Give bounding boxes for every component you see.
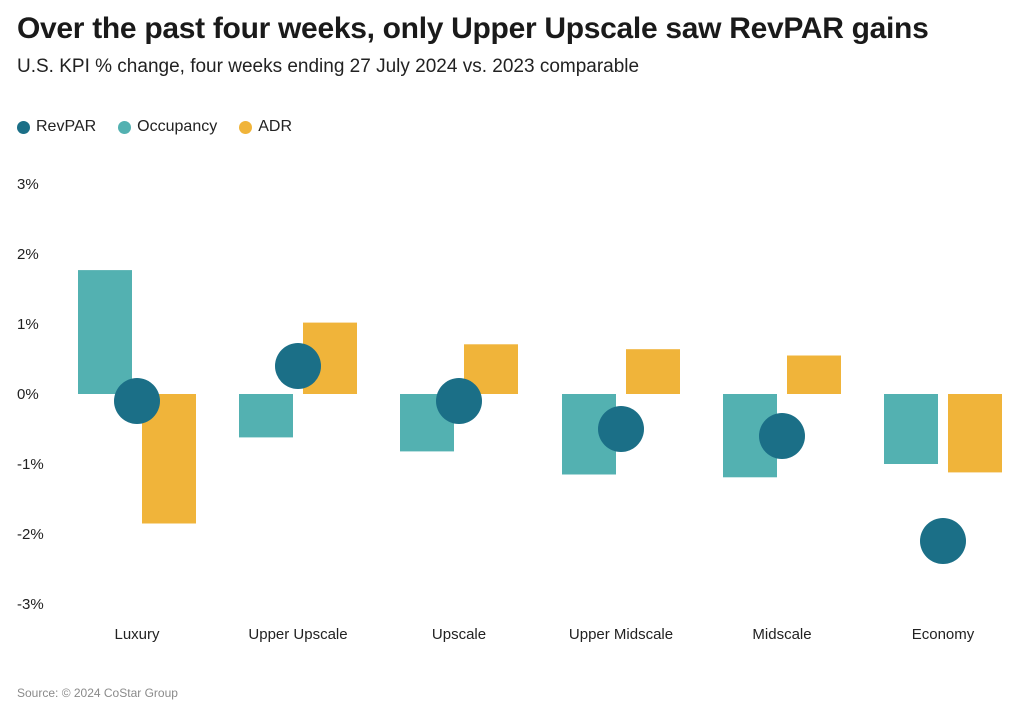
legend-swatch-occupancy	[118, 120, 132, 134]
legend: RevPAR Occupancy ADR	[17, 118, 314, 136]
legend-swatch-adr	[239, 120, 253, 134]
legend-item-occupancy: Occupancy	[118, 118, 217, 136]
bar-adr	[787, 355, 841, 394]
x-category-label: Luxury	[114, 626, 160, 643]
bar-occupancy	[884, 394, 938, 464]
chart-subtitle: U.S. KPI % change, four weeks ending 27 …	[17, 56, 640, 77]
x-category-label: Upper Upscale	[248, 626, 347, 643]
legend-label-revpar: RevPAR	[36, 118, 97, 135]
chart-title: Over the past four weeks, only Upper Ups…	[17, 12, 929, 45]
dot-revpar	[759, 413, 805, 459]
legend-label-adr: ADR	[258, 118, 292, 135]
y-tick-label: 0%	[17, 386, 39, 403]
y-tick-label: 2%	[17, 246, 39, 263]
bar-occupancy	[78, 270, 132, 394]
y-tick-label: 3%	[17, 176, 39, 193]
legend-label-occupancy: Occupancy	[137, 118, 218, 135]
legend-item-adr: ADR	[239, 118, 292, 136]
source-note: Source: © 2024 CoStar Group	[17, 686, 178, 700]
dot-revpar	[598, 406, 644, 452]
y-tick-label: 1%	[17, 316, 39, 333]
x-category-label: Economy	[912, 626, 975, 643]
bar-adr	[948, 394, 1002, 473]
x-category-label: Midscale	[752, 626, 811, 643]
y-tick-label: -3%	[17, 596, 44, 613]
dot-revpar	[275, 343, 321, 389]
y-tick-label: -1%	[17, 456, 44, 473]
dot-revpar	[920, 518, 966, 564]
dot-revpar	[436, 378, 482, 424]
x-category-label: Upscale	[432, 626, 486, 643]
dot-revpar	[114, 378, 160, 424]
legend-item-revpar: RevPAR	[17, 118, 96, 136]
bar-adr	[626, 349, 680, 394]
bar-occupancy	[239, 394, 293, 438]
legend-swatch-revpar	[17, 120, 30, 134]
y-tick-label: -2%	[17, 526, 44, 543]
x-category-label: Upper Midscale	[569, 626, 673, 643]
